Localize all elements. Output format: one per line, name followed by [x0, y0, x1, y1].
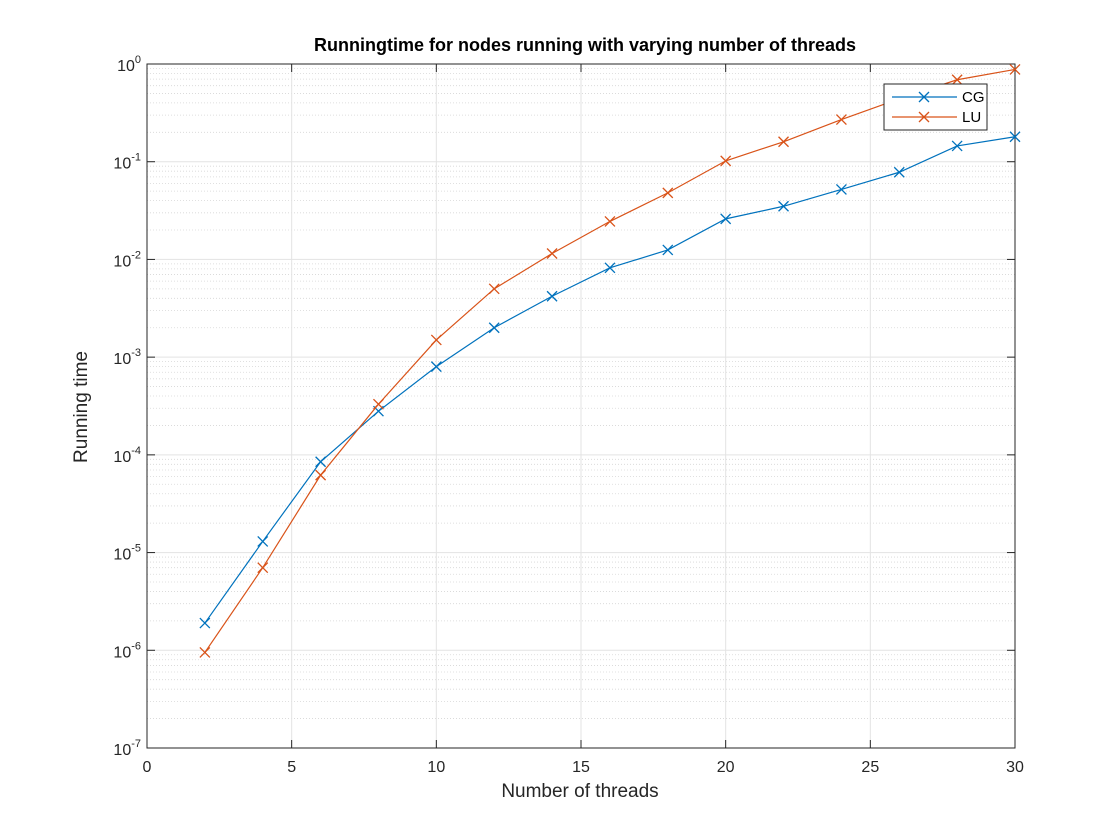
marker-stroke	[430, 361, 442, 373]
marker-stroke	[662, 244, 674, 256]
marker-stroke	[199, 647, 211, 658]
marker-stroke	[918, 111, 930, 123]
series-group	[199, 63, 1021, 658]
x-tick-label: 30	[1006, 759, 1024, 776]
data-point-lu	[488, 283, 500, 295]
legend: CG LU	[883, 83, 988, 131]
data-point-cg	[604, 262, 616, 274]
marker-stroke	[778, 200, 789, 212]
marker-stroke	[1009, 63, 1021, 75]
data-point-lu	[604, 215, 616, 227]
data-point-lu	[662, 187, 674, 199]
marker-stroke	[604, 262, 616, 274]
y-axis-label: Running time	[71, 351, 92, 463]
y-tick-label: 10-4	[113, 445, 141, 466]
marker-stroke	[893, 166, 905, 178]
marker-stroke	[778, 136, 789, 148]
series-line-cg	[204, 136, 1016, 624]
data-point-lu	[1009, 63, 1021, 75]
marker-stroke	[918, 91, 930, 103]
y-tick-label: 10-1	[113, 152, 141, 173]
data-point-cg	[257, 535, 269, 547]
data-point-cg	[430, 361, 442, 373]
legend-marker	[918, 91, 930, 103]
data-point-lu	[315, 469, 327, 481]
x-tick-label: 15	[572, 759, 590, 776]
legend-entry-cg: CG	[892, 89, 985, 106]
legend-box	[883, 83, 988, 131]
data-point-cg	[835, 184, 847, 195]
y-tick-label: 100	[117, 54, 141, 75]
marker-stroke	[720, 155, 732, 167]
series-line-lu	[204, 68, 1016, 653]
marker-stroke	[604, 215, 616, 227]
marker-stroke	[199, 617, 211, 629]
marker-stroke	[835, 184, 847, 195]
data-point-cg	[488, 322, 500, 334]
legend-marker	[918, 111, 930, 123]
data-point-cg	[662, 244, 674, 256]
data-point-lu	[430, 334, 442, 346]
y-tick-label: 10-7	[113, 738, 141, 759]
y-tick-label: 10-5	[113, 543, 141, 564]
data-point-lu	[835, 114, 847, 126]
data-point-lu	[778, 136, 789, 148]
x-tick-label: 5	[287, 759, 296, 776]
grid	[146, 63, 1016, 749]
marker-stroke	[373, 398, 384, 410]
y-tick-label: 10-6	[113, 640, 141, 661]
data-point-lu	[951, 74, 963, 86]
marker-stroke	[546, 248, 558, 259]
data-point-lu	[546, 248, 558, 259]
data-point-cg	[720, 213, 732, 225]
chart-title: Runningtime for nodes running with varyi…	[314, 35, 856, 55]
x-tick-label: 10	[427, 759, 445, 776]
marker-stroke	[835, 114, 847, 126]
data-point-lu	[720, 155, 732, 167]
marker-stroke	[488, 283, 500, 295]
data-point-lu	[257, 562, 269, 574]
marker-stroke	[315, 456, 327, 468]
marker-stroke	[257, 535, 269, 547]
marker-stroke	[662, 187, 674, 199]
legend-label: LU	[962, 109, 981, 126]
legend-entry-lu: LU	[892, 109, 981, 126]
marker-stroke	[951, 74, 963, 86]
marker-stroke	[430, 334, 442, 346]
x-axis-label: Number of threads	[501, 781, 658, 802]
axis-ticks: 0 5 10 15 20 25 30 10-7 10-6 10-5 10-4 10-3 10-2 10-1…	[113, 54, 1024, 776]
x-tick-label: 25	[861, 759, 879, 776]
x-tick-label: 20	[717, 759, 735, 776]
marker-stroke	[951, 140, 963, 152]
legend-label: CG	[962, 89, 985, 106]
data-point-cg	[315, 456, 327, 468]
data-point-lu	[373, 398, 384, 410]
marker-stroke	[488, 322, 500, 334]
data-point-cg	[893, 166, 905, 178]
data-point-cg	[1009, 131, 1021, 143]
y-tick-label: 10-3	[113, 347, 141, 368]
marker-stroke	[257, 562, 269, 574]
data-point-cg	[546, 290, 558, 302]
series-lu	[199, 63, 1021, 658]
y-tick-label: 10-2	[113, 249, 141, 270]
marker-stroke	[1009, 131, 1021, 143]
marker-stroke	[546, 290, 558, 302]
marker-stroke	[720, 213, 732, 225]
data-point-cg	[951, 140, 963, 152]
data-point-lu	[199, 647, 211, 658]
marker-stroke	[315, 469, 327, 481]
data-point-cg	[199, 617, 211, 629]
data-point-cg	[778, 200, 789, 212]
series-cg	[199, 131, 1021, 629]
x-tick-label: 0	[143, 759, 152, 776]
